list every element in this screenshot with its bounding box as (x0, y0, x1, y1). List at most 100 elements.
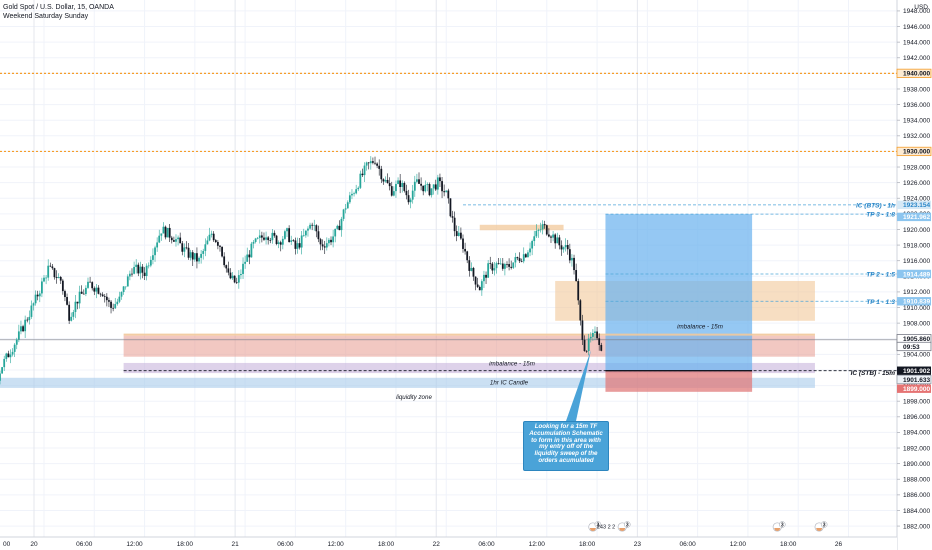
candle-up (160, 233, 163, 236)
candle-down (36, 294, 39, 297)
candle-up (145, 265, 148, 277)
time-tick-label: 22 (433, 541, 441, 548)
candle-up (286, 228, 288, 232)
candle-down (311, 224, 314, 226)
time-tick-label: 12:00 (126, 541, 143, 548)
candle-up (353, 193, 355, 195)
candle-down (472, 267, 475, 277)
price-badge-tp1: 1910.839 (903, 299, 930, 306)
candle-up (340, 218, 343, 231)
candle-down (227, 268, 230, 273)
candle-up (416, 179, 418, 182)
candle-up (296, 243, 299, 249)
candle-down (221, 246, 223, 257)
tp2-label: TP 2 - 1:5 (866, 271, 895, 278)
session-subtitle: Weekend Saturday Sunday (3, 13, 89, 20)
price-tick-label: 1946.000 (903, 24, 930, 31)
price-tick-label: 1944.000 (903, 39, 930, 46)
candle-down (292, 240, 295, 242)
candle-up (346, 202, 349, 209)
time-tick-label: 06:00 (277, 541, 294, 548)
candle-down (420, 183, 422, 186)
candle-up (564, 245, 567, 248)
price-badge-stb: 1901.902 (903, 368, 930, 375)
price-badge-stop: 1899.000 (903, 386, 930, 393)
candle-down (543, 224, 546, 226)
candle-up (533, 236, 536, 242)
candle-down (275, 235, 278, 244)
event-marker-4[interactable]: 3 (814, 521, 828, 532)
candle-up (57, 277, 60, 278)
event-marker-3[interactable]: 3 (772, 521, 786, 532)
candle-down (164, 226, 167, 238)
candle-up (204, 244, 207, 251)
candle-down (489, 263, 492, 264)
price-badge-entry-low-bg (896, 374, 932, 385)
candle-up (122, 286, 125, 293)
candle-down (583, 339, 586, 351)
candle-up (72, 312, 75, 317)
event-icon-fill (589, 528, 596, 531)
time-axis[interactable]: 00 20 06:00 12:00 18:00 21 06:00 12:00 18:00 22 06… (0, 536, 897, 550)
candle-up (480, 281, 483, 291)
candle-up (307, 228, 309, 231)
time-tick-label: 18:00 (780, 541, 797, 548)
candle-up (470, 267, 473, 271)
price-badge-tp1-bg (897, 297, 931, 306)
time-axis-bg (0, 537, 897, 550)
candle-down (137, 264, 140, 274)
price-badge-countdown-bg (896, 341, 932, 352)
price-badge-countdown: 09:53 (903, 344, 920, 351)
candle-up (495, 263, 498, 269)
candle-down (101, 294, 104, 297)
candle-up (514, 257, 517, 263)
candle-down (575, 270, 578, 282)
callout-note[interactable]: Looking for a 15m TF Accumulation Schema… (523, 421, 609, 471)
candle-down (518, 258, 521, 262)
candle-up (537, 230, 540, 231)
candle-down (225, 265, 228, 269)
candle-down (455, 231, 458, 236)
candle-up (265, 237, 267, 240)
candle-up (158, 235, 161, 243)
candle-up (135, 264, 138, 267)
price-axis[interactable]: USD 1882.000 1884.000 1886.000 1888.000 1890.… (896, 0, 932, 550)
ic-candle-label: 1hr IC Candle (490, 379, 529, 386)
time-tick-label: 21 (232, 541, 240, 548)
event-icon-fill (774, 528, 781, 531)
candle-up (116, 301, 119, 305)
price-tick-label: 1892.000 (903, 445, 930, 452)
candle-down (382, 179, 385, 182)
candle-up (0, 373, 1, 381)
candle-up (43, 277, 45, 282)
price-tick-label: 1896.000 (903, 414, 930, 421)
candle-up (304, 230, 307, 236)
candle-up (539, 229, 542, 231)
candle-down (566, 245, 569, 250)
symbol-title: Gold Spot / U.S. Dollar, 15, OANDA (3, 4, 114, 11)
candle-down (600, 344, 603, 351)
liquidity-zone-label: liquidity zone (396, 394, 432, 401)
imbalance-15m-lower-label: imbalance - 15m (489, 361, 535, 368)
candle-down (361, 173, 364, 176)
event-marker-1[interactable]: 3 (588, 521, 602, 532)
candle-down (59, 277, 62, 281)
candle-up (483, 274, 485, 282)
candle-down (298, 243, 301, 248)
candle-down (185, 247, 188, 249)
candle-up (256, 237, 259, 239)
event-marker-2[interactable]: 3 (617, 521, 631, 532)
candle-down (91, 282, 94, 289)
candle-down (573, 257, 575, 271)
time-tick-label: 23 (634, 541, 642, 548)
candle-down (374, 162, 376, 164)
candle-down (7, 353, 10, 358)
candle-up (277, 242, 280, 244)
price-tick-label: 1936.000 (903, 102, 930, 109)
candle-up (254, 238, 257, 242)
callout-pointer (566, 350, 591, 421)
candle-down (372, 161, 374, 163)
candle-up (30, 305, 33, 317)
